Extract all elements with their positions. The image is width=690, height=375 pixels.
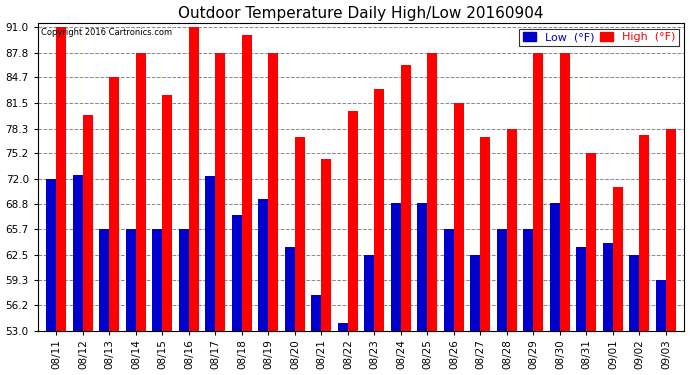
Bar (322, 159, 331, 330)
Bar (162, 95, 172, 330)
Bar (375, 89, 384, 330)
Bar (258, 199, 268, 330)
Bar (523, 229, 533, 330)
Bar (401, 65, 411, 330)
Bar (391, 203, 401, 330)
Bar (57, 27, 66, 330)
Bar (338, 322, 348, 330)
Bar (629, 255, 640, 330)
Bar (560, 53, 570, 330)
Bar (311, 295, 322, 330)
Bar (285, 247, 295, 330)
Bar (480, 136, 491, 330)
Bar (497, 229, 507, 330)
Bar (533, 53, 544, 330)
Bar (586, 153, 596, 330)
Bar (268, 53, 279, 330)
Bar (242, 35, 252, 330)
Bar (99, 229, 110, 330)
Bar (656, 280, 666, 330)
Legend: Low  (°F), High  (°F): Low (°F), High (°F) (520, 28, 679, 46)
Bar (110, 77, 119, 330)
Bar (83, 115, 93, 330)
Bar (444, 229, 454, 330)
Bar (454, 103, 464, 330)
Bar (73, 175, 83, 330)
Bar (126, 229, 136, 330)
Bar (471, 255, 480, 330)
Text: Copyright 2016 Cartronics.com: Copyright 2016 Cartronics.com (41, 28, 172, 37)
Bar (427, 53, 437, 330)
Bar (507, 129, 517, 330)
Bar (550, 203, 560, 330)
Bar (179, 229, 189, 330)
Bar (348, 111, 358, 330)
Bar (576, 247, 586, 330)
Title: Outdoor Temperature Daily High/Low 20160904: Outdoor Temperature Daily High/Low 20160… (179, 6, 544, 21)
Bar (666, 129, 676, 330)
Bar (46, 179, 57, 330)
Bar (152, 229, 162, 330)
Bar (136, 53, 146, 330)
Bar (417, 203, 427, 330)
Bar (603, 243, 613, 330)
Bar (295, 136, 305, 330)
Bar (640, 135, 649, 330)
Bar (232, 215, 242, 330)
Bar (613, 187, 623, 330)
Bar (364, 255, 375, 330)
Bar (215, 53, 226, 330)
Bar (189, 27, 199, 330)
Bar (206, 176, 215, 330)
